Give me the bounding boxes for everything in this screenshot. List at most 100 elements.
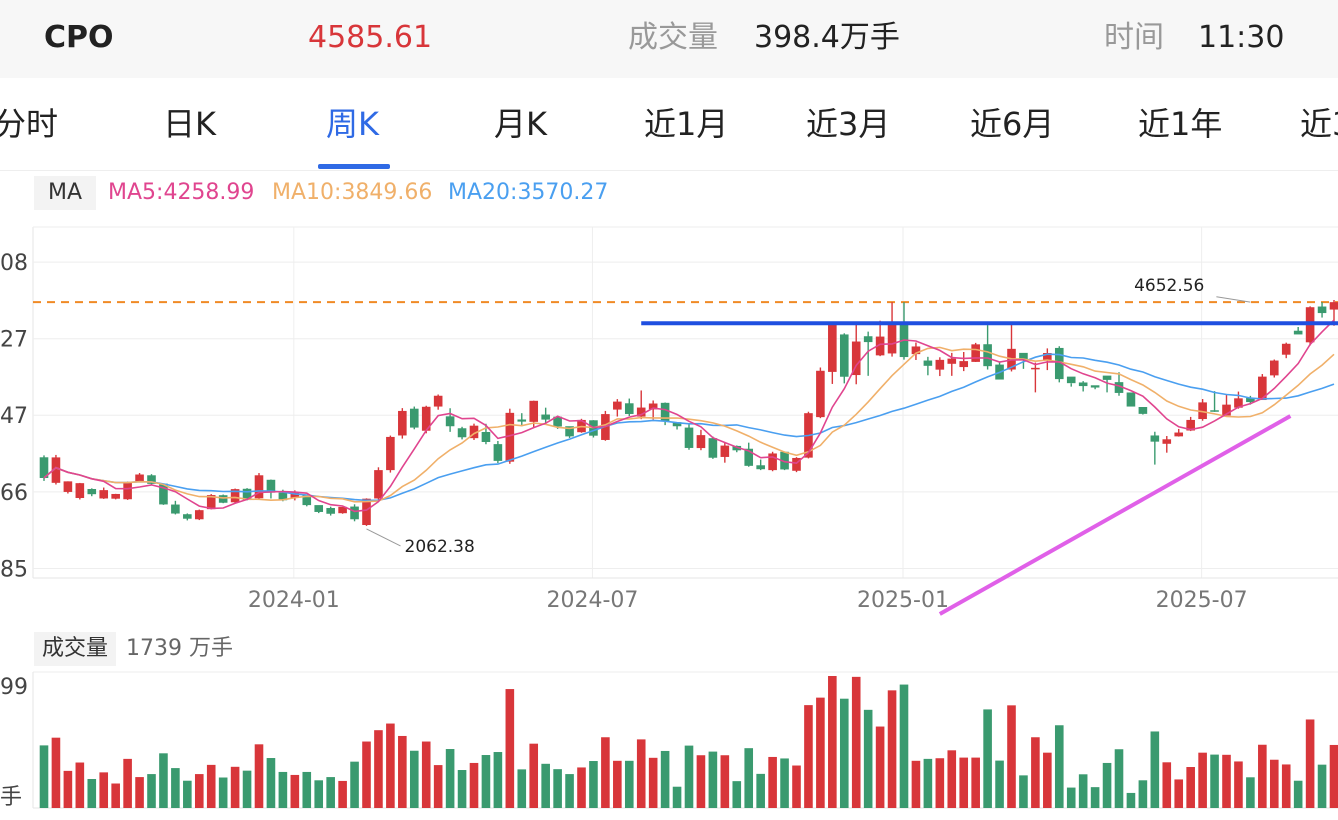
candle-body xyxy=(1234,398,1243,408)
tab-weekly-k[interactable]: 周K xyxy=(326,105,379,143)
tab-intraday[interactable]: 分时 xyxy=(0,105,59,143)
volume-bar xyxy=(505,689,515,808)
volume-bar xyxy=(1031,737,1040,808)
volume-bar xyxy=(1019,775,1028,808)
candle-body xyxy=(851,341,861,376)
high-label-leader xyxy=(1216,296,1251,303)
volume-bar xyxy=(266,758,276,808)
volume-bar xyxy=(254,744,264,808)
volume-bar xyxy=(613,760,622,808)
candle-body xyxy=(648,403,658,410)
tab-monthly-k[interactable]: 月K xyxy=(494,105,547,143)
tab-1-year[interactable]: 近1年 xyxy=(1138,105,1223,143)
volume-bar xyxy=(326,777,335,808)
tab-3-years[interactable]: 近3 xyxy=(1300,105,1338,143)
volume-bar xyxy=(1305,719,1315,808)
candle-body xyxy=(935,359,945,370)
candle-body xyxy=(290,492,300,498)
volume-bar xyxy=(1269,759,1279,808)
candle-body xyxy=(1198,402,1207,420)
volume-bar xyxy=(147,774,156,808)
volume-indicator-selector[interactable]: 成交量 xyxy=(34,632,116,666)
volume-bar xyxy=(851,676,861,808)
candle-body xyxy=(409,408,419,428)
candle-body xyxy=(75,483,85,499)
candle-body xyxy=(398,410,407,436)
volume-bar xyxy=(1102,762,1112,808)
candle-body xyxy=(1174,432,1184,437)
candle-body xyxy=(624,403,634,414)
candle-body xyxy=(1054,347,1064,380)
candle-body xyxy=(720,445,730,457)
volume-bar xyxy=(1281,764,1291,808)
volume-bar xyxy=(1174,779,1184,808)
candle-body xyxy=(684,427,694,448)
candle-body xyxy=(553,416,562,427)
volume-bar xyxy=(1043,752,1052,808)
symbol-label: CPO xyxy=(44,20,114,55)
volume-bar xyxy=(696,755,706,808)
volume-bar xyxy=(398,735,407,808)
volume-bar xyxy=(1066,787,1076,808)
volume-bar xyxy=(684,745,694,808)
candle-body xyxy=(350,506,359,520)
volume-bar xyxy=(457,770,467,808)
x-tick-label: 2025-01 xyxy=(857,588,949,613)
volume-bar xyxy=(1258,744,1267,808)
candle-body xyxy=(159,483,168,505)
volume-bar xyxy=(517,769,527,808)
volume-bar xyxy=(386,723,395,808)
volume-bar xyxy=(971,757,980,808)
candle-body xyxy=(1258,376,1267,401)
candle-body xyxy=(1281,343,1291,355)
low-label-leader xyxy=(366,528,401,547)
volume-bar xyxy=(421,741,431,808)
volume-bar xyxy=(947,750,957,808)
volume-bar xyxy=(624,760,634,808)
tab-6-months[interactable]: 近6月 xyxy=(970,105,1055,143)
indicator-selector[interactable]: MA xyxy=(34,176,96,210)
volume-bar xyxy=(1090,787,1100,808)
volume-bar xyxy=(780,758,789,808)
volume-bar xyxy=(648,757,658,808)
volume-bar xyxy=(1222,754,1231,808)
volume-bar xyxy=(529,743,539,808)
volume-bar xyxy=(123,758,132,808)
quote-header: CPO 4585.61 成交量 398.4万手 时间 11:30 xyxy=(0,0,1338,78)
volume-bar xyxy=(409,750,419,808)
candle-body xyxy=(1019,352,1028,361)
y-tick-label: 08 xyxy=(0,251,28,276)
candle-body xyxy=(171,504,180,514)
volume-bar xyxy=(87,779,97,808)
price-value: 4585.61 xyxy=(308,20,433,55)
volume-bar xyxy=(935,758,945,808)
tab-daily-k[interactable]: 日K xyxy=(163,105,216,143)
ma10-readout: MA10:3849.66 xyxy=(272,180,433,205)
volume-bar xyxy=(135,777,144,808)
tab-3-months[interactable]: 近3月 xyxy=(806,105,891,143)
candle-body xyxy=(1162,439,1172,444)
candle-body xyxy=(816,370,825,418)
candle-body xyxy=(708,438,718,458)
candle-body xyxy=(768,453,777,471)
volume-panel-value: 1739 万手 xyxy=(126,636,233,661)
tab-1-month[interactable]: 近1月 xyxy=(644,105,729,143)
volume-bar xyxy=(111,783,120,808)
volume-bar xyxy=(875,726,885,808)
candle-body xyxy=(1222,404,1231,416)
time-label: 时间 xyxy=(1104,20,1164,55)
candle-body xyxy=(983,344,992,367)
x-tick-label: 2024-01 xyxy=(248,588,340,613)
candle-body xyxy=(338,506,347,514)
ma20-line xyxy=(43,353,1335,502)
volume-bar xyxy=(362,741,371,808)
volume-bar xyxy=(672,786,682,808)
volume-bar xyxy=(218,777,228,808)
candle-body xyxy=(493,444,503,461)
candle-body xyxy=(1138,407,1148,414)
volume-bar xyxy=(481,755,491,808)
candle-body xyxy=(362,498,371,526)
volume-bar xyxy=(923,758,933,808)
candle-body xyxy=(923,360,933,366)
